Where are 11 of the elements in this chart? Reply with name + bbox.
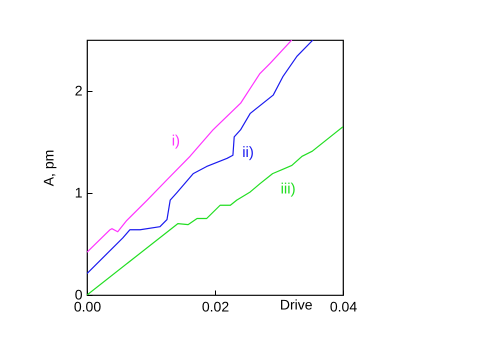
x-tick-label: 0.02 — [202, 298, 230, 314]
series-label: iii) — [280, 180, 296, 198]
x-axis-title: Drive — [280, 296, 313, 312]
x-tick-label: 0.04 — [330, 298, 358, 314]
series-label: ii) — [242, 144, 254, 161]
line-series — [87, 40, 314, 274]
y-axis-title: A, pm — [40, 150, 57, 186]
y-tick-label: 1 — [74, 184, 83, 200]
y-tick-label: 2 — [74, 82, 83, 98]
series-label: i) — [172, 132, 180, 150]
line-series — [87, 126, 343, 295]
